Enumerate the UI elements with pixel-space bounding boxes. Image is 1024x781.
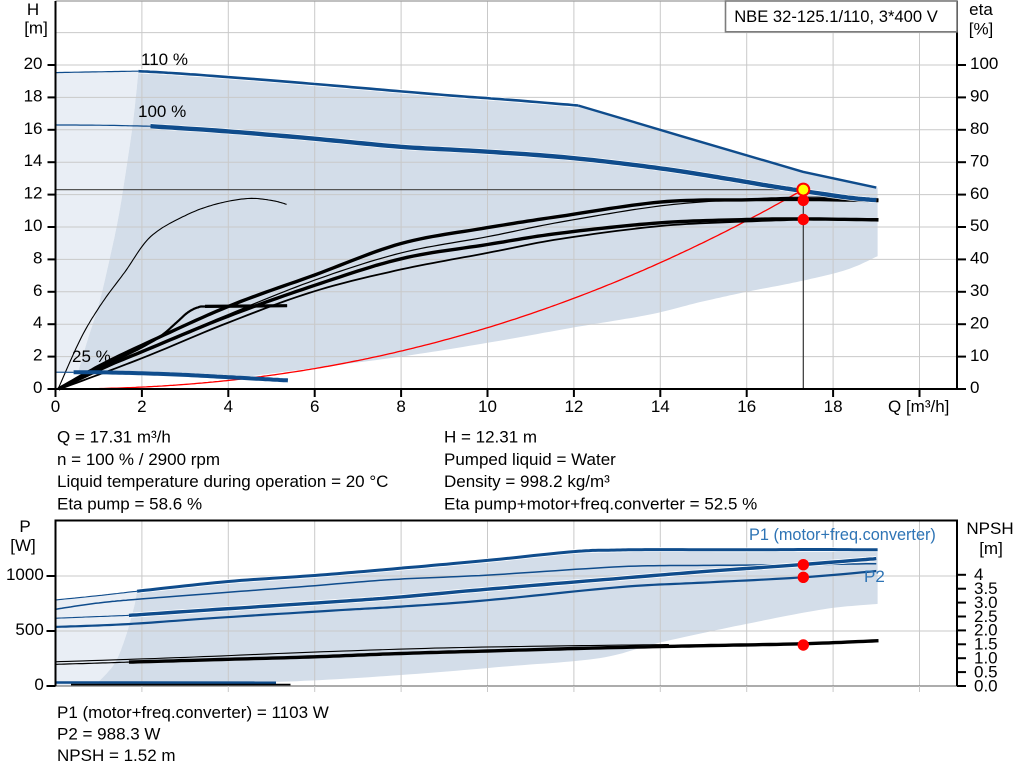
- svg-text:1000: 1000: [6, 565, 44, 584]
- svg-text:H: H: [27, 0, 39, 19]
- svg-text:100: 100: [970, 54, 998, 73]
- svg-text:3.0: 3.0: [974, 593, 998, 612]
- svg-text:8: 8: [33, 248, 42, 267]
- svg-text:6: 6: [33, 281, 42, 300]
- svg-text:Eta pump = 58.6 %: Eta pump = 58.6 %: [57, 494, 202, 513]
- svg-text:6: 6: [310, 397, 319, 416]
- svg-text:14: 14: [24, 151, 43, 170]
- svg-text:P1 (motor+freq.converter): P1 (motor+freq.converter): [749, 526, 936, 544]
- svg-text:4: 4: [974, 565, 983, 584]
- svg-text:0: 0: [970, 378, 979, 397]
- svg-text:2.0: 2.0: [974, 621, 998, 640]
- svg-text:12: 12: [24, 184, 43, 203]
- svg-text:110 %: 110 %: [141, 50, 188, 69]
- svg-text:500: 500: [15, 620, 43, 639]
- svg-text:90: 90: [970, 87, 989, 106]
- svg-text:1.5: 1.5: [974, 635, 998, 654]
- svg-text:n = 100 % / 2900 rpm: n = 100 % / 2900 rpm: [57, 450, 220, 469]
- svg-text:8: 8: [396, 397, 405, 416]
- svg-text:Q = 17.31 m³/h: Q = 17.31 m³/h: [57, 428, 171, 447]
- svg-text:Eta pump+motor+freq.converter: Eta pump+motor+freq.converter = 52.5 %: [444, 494, 757, 513]
- svg-text:70: 70: [970, 151, 989, 170]
- svg-text:0.0: 0.0: [974, 676, 998, 695]
- svg-text:10: 10: [478, 397, 497, 416]
- svg-text:NPSH: NPSH: [966, 519, 1013, 538]
- svg-text:P: P: [19, 517, 30, 536]
- svg-text:80: 80: [970, 119, 989, 138]
- svg-text:Liquid temperature during oper: Liquid temperature during operation = 20…: [57, 472, 388, 491]
- svg-text:[%]: [%]: [969, 20, 994, 39]
- svg-text:NBE 32-125.1/110, 3*400 V: NBE 32-125.1/110, 3*400 V: [734, 7, 938, 26]
- svg-text:10: 10: [970, 346, 989, 365]
- svg-text:0.5: 0.5: [974, 662, 998, 681]
- svg-text:P2 = 988.3 W: P2 = 988.3 W: [57, 725, 160, 744]
- svg-text:2.5: 2.5: [974, 607, 998, 626]
- svg-text:16: 16: [737, 397, 756, 416]
- svg-text:60: 60: [970, 184, 989, 203]
- svg-text:0: 0: [51, 397, 60, 416]
- svg-text:[m]: [m]: [24, 19, 48, 38]
- svg-text:20: 20: [970, 313, 989, 332]
- svg-text:H = 12.31 m: H = 12.31 m: [444, 428, 537, 447]
- svg-text:0: 0: [33, 378, 42, 397]
- svg-text:[W]: [W]: [10, 536, 36, 555]
- svg-text:[m]: [m]: [979, 539, 1003, 558]
- svg-text:P1 (motor+freq.converter) = 11: P1 (motor+freq.converter) = 1103 W: [57, 703, 329, 722]
- svg-text:100 %: 100 %: [138, 102, 186, 121]
- svg-text:18: 18: [824, 397, 843, 416]
- svg-text:P2: P2: [864, 567, 885, 586]
- svg-text:30: 30: [970, 281, 989, 300]
- svg-text:20: 20: [24, 54, 43, 73]
- svg-text:2: 2: [137, 397, 146, 416]
- svg-text:3.5: 3.5: [974, 579, 998, 598]
- svg-text:2: 2: [33, 346, 42, 365]
- svg-text:eta: eta: [969, 0, 993, 19]
- svg-text:12: 12: [564, 397, 583, 416]
- svg-text:4: 4: [224, 397, 233, 416]
- svg-text:Q [m³/h]: Q [m³/h]: [888, 397, 949, 416]
- svg-text:Density = 998.2 kg/m³: Density = 998.2 kg/m³: [444, 472, 610, 491]
- svg-text:Pumped liquid = Water: Pumped liquid = Water: [444, 450, 616, 469]
- svg-text:0: 0: [34, 675, 43, 694]
- svg-text:NPSH = 1.52 m: NPSH = 1.52 m: [57, 746, 176, 765]
- svg-text:16: 16: [24, 119, 43, 138]
- svg-text:14: 14: [651, 397, 670, 416]
- svg-text:4: 4: [33, 313, 42, 332]
- svg-text:18: 18: [24, 86, 43, 105]
- svg-text:50: 50: [970, 216, 989, 235]
- svg-text:25 %: 25 %: [72, 347, 111, 366]
- svg-text:1.0: 1.0: [974, 649, 998, 668]
- svg-text:10: 10: [24, 216, 43, 235]
- svg-text:40: 40: [970, 249, 989, 268]
